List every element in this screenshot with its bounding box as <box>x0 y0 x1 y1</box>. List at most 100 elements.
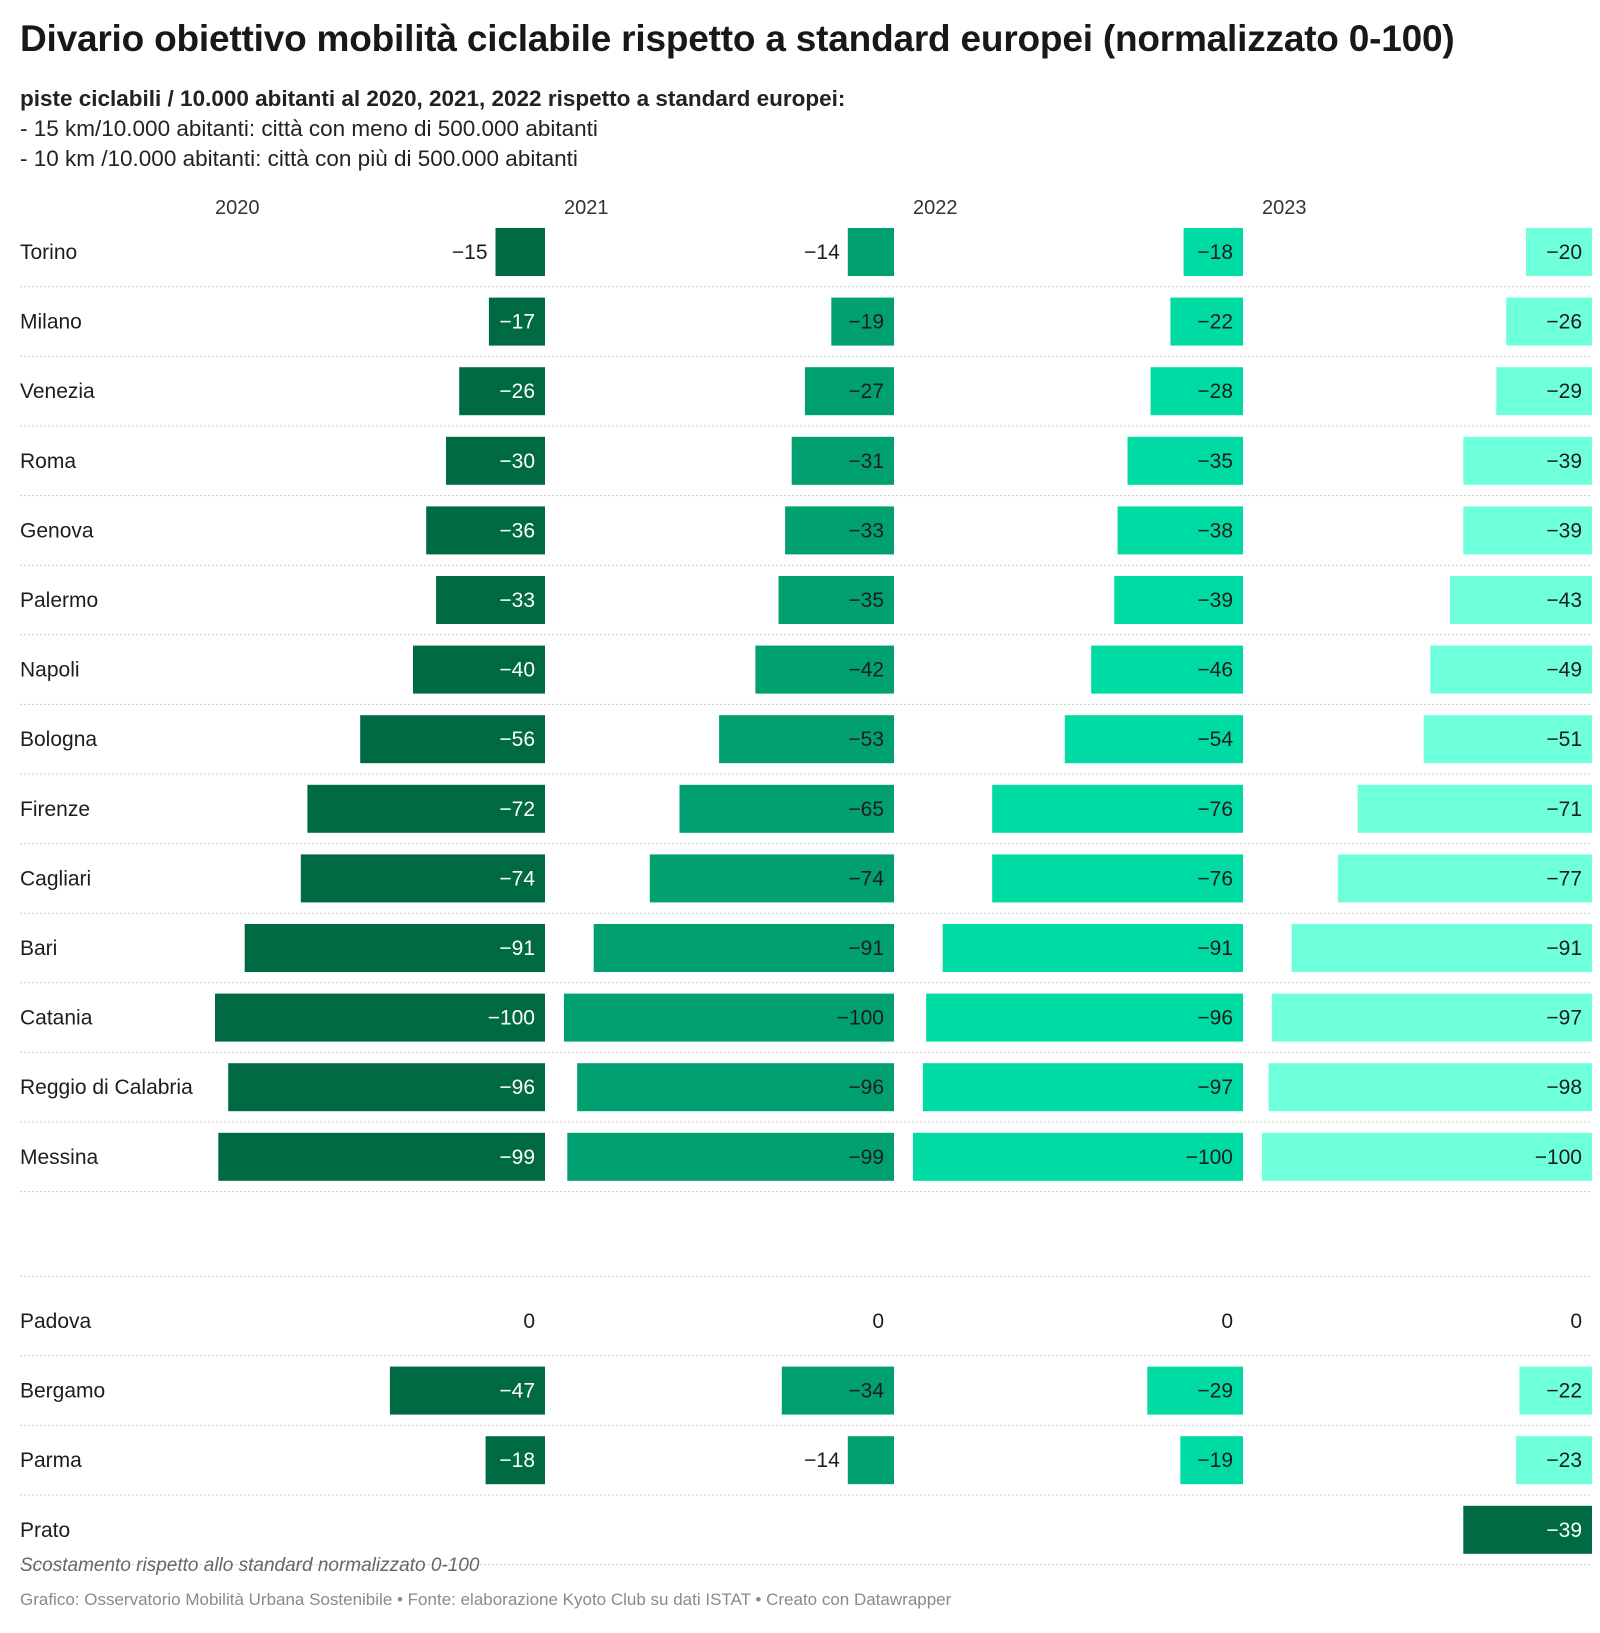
value-label-parma-2023: −23 <box>1546 1449 1582 1472</box>
value-label-prato-2023: −39 <box>1546 1519 1582 1542</box>
bar-bologna-2023 <box>1423 715 1592 764</box>
bar-genova-2020 <box>426 506 545 555</box>
value-label-milano-2023: −26 <box>1546 311 1582 334</box>
value-label-padova-2022: 0 <box>1221 1310 1233 1333</box>
value-label-genova-2023: −39 <box>1546 519 1582 542</box>
value-label-napoli-2023: −49 <box>1546 659 1582 682</box>
value-label-bologna-2021: −53 <box>848 728 884 751</box>
bar-messina-2021 <box>567 1132 894 1181</box>
value-label-napoli-2021: −42 <box>848 659 884 682</box>
value-label-cagliari-2021: −74 <box>848 867 884 890</box>
value-label-padova-2021: 0 <box>872 1310 884 1333</box>
value-label-firenze-2020: −72 <box>499 798 535 821</box>
bar-bari-2022 <box>942 924 1243 972</box>
bar-palermo-2023 <box>1450 576 1592 624</box>
bar-bergamo-2021 <box>781 1366 894 1415</box>
bar-firenze-2022 <box>992 784 1243 833</box>
bar-parma-2020 <box>485 1436 545 1485</box>
bar-messina-2020 <box>218 1132 546 1181</box>
row-label-messina: Messina <box>20 1146 99 1169</box>
value-label-palermo-2022: −39 <box>1197 589 1233 612</box>
row-label-cagliari: Cagliari <box>20 867 91 890</box>
value-label-napoli-2022: −46 <box>1197 659 1233 682</box>
bar-milano-2021 <box>831 297 894 346</box>
value-label-cagliari-2022: −76 <box>1197 867 1233 890</box>
row-label-bergamo: Bergamo <box>20 1380 105 1403</box>
bar-catania-2022 <box>926 993 1243 1042</box>
row-label-prato: Prato <box>20 1519 70 1542</box>
value-label-catania-2020: −100 <box>488 1007 535 1030</box>
row-label-padova: Padova <box>20 1310 92 1333</box>
value-label-torino-2023: −20 <box>1546 241 1582 264</box>
value-label-parma-2022: −19 <box>1197 1449 1233 1472</box>
value-label-padova-2023: 0 <box>1570 1310 1582 1333</box>
value-label-milano-2021: −19 <box>848 311 884 334</box>
value-label-torino-2020: −15 <box>452 241 488 264</box>
value-label-catania-2022: −96 <box>1197 1007 1233 1030</box>
bar-bologna-2020 <box>360 715 545 764</box>
row-label-catania: Catania <box>20 1007 93 1030</box>
bar-napoli-2023 <box>1430 645 1592 694</box>
bar-roma-2022 <box>1127 436 1243 485</box>
value-label-milano-2022: −22 <box>1197 311 1233 334</box>
row-label-genova: Genova <box>20 519 94 542</box>
value-label-messina-2020: −99 <box>499 1146 535 1169</box>
bar-cagliari-2022 <box>992 854 1243 903</box>
bar-genova-2023 <box>1463 506 1592 555</box>
bar-messina-2022 <box>913 1132 1243 1181</box>
value-label-napoli-2020: −40 <box>499 659 535 682</box>
row-label-bologna: Bologna <box>20 728 97 751</box>
value-label-palermo-2023: −43 <box>1546 589 1582 612</box>
bar-roma-2021 <box>791 436 894 485</box>
bar-roma-2020 <box>446 436 545 485</box>
value-label-firenze-2022: −76 <box>1197 798 1233 821</box>
column-header-2023: 2023 <box>1262 197 1307 219</box>
bar-reggio-di-calabria-2022 <box>922 1063 1243 1112</box>
value-label-bergamo-2021: −34 <box>848 1380 884 1403</box>
bar-roma-2023 <box>1463 436 1592 485</box>
bar-bari-2021 <box>593 924 894 972</box>
value-label-bari-2023: −91 <box>1546 937 1582 960</box>
column-header-2021: 2021 <box>564 197 609 219</box>
bar-prato-2023 <box>1463 1505 1592 1554</box>
bar-milano-2020 <box>488 297 545 346</box>
value-label-cagliari-2023: −77 <box>1546 867 1582 890</box>
value-label-catania-2023: −97 <box>1546 1007 1582 1030</box>
value-label-bari-2020: −91 <box>499 937 535 960</box>
bar-venezia-2020 <box>459 367 545 416</box>
value-label-torino-2021: −14 <box>804 241 840 264</box>
bar-bologna-2021 <box>719 715 894 764</box>
value-label-venezia-2023: −29 <box>1546 380 1582 403</box>
bar-bergamo-2020 <box>389 1366 545 1415</box>
value-label-venezia-2022: −28 <box>1197 380 1233 403</box>
chart-notes: Scostamento rispetto allo standard norma… <box>20 1555 480 1576</box>
subtitle-heading: piste ciclabili / 10.000 abitanti al 202… <box>20 86 846 111</box>
row-label-palermo: Palermo <box>20 589 98 612</box>
bar-cagliari-2020 <box>300 854 545 903</box>
value-label-genova-2020: −36 <box>499 519 535 542</box>
value-label-reggio-di-calabria-2023: −98 <box>1546 1076 1582 1099</box>
column-header-2022: 2022 <box>913 197 958 219</box>
value-label-bergamo-2020: −47 <box>499 1380 535 1403</box>
value-label-catania-2021: −100 <box>837 1007 884 1030</box>
row-label-parma: Parma <box>20 1449 82 1472</box>
row-label-torino: Torino <box>20 241 77 264</box>
bar-bari-2023 <box>1291 924 1592 972</box>
row-label-reggio-di-calabria: Reggio di Calabria <box>20 1076 193 1099</box>
value-label-roma-2023: −39 <box>1546 450 1582 473</box>
bar-palermo-2020 <box>436 576 545 624</box>
bar-milano-2022 <box>1170 297 1243 346</box>
value-label-roma-2021: −31 <box>848 450 884 473</box>
value-label-cagliari-2020: −74 <box>499 867 535 890</box>
bar-genova-2021 <box>785 506 894 555</box>
bar-napoli-2020 <box>413 645 545 694</box>
value-label-bari-2021: −91 <box>848 937 884 960</box>
bar-messina-2023 <box>1262 1132 1592 1181</box>
bar-firenze-2023 <box>1357 784 1592 833</box>
subtitle-line-1: - 15 km/10.000 abitanti: città con meno … <box>20 116 598 141</box>
row-label-bari: Bari <box>20 937 57 960</box>
chart-subtitle: piste ciclabili / 10.000 abitanti al 202… <box>20 84 845 174</box>
bar-napoli-2021 <box>755 645 894 694</box>
bar-reggio-di-calabria-2023 <box>1268 1063 1592 1112</box>
